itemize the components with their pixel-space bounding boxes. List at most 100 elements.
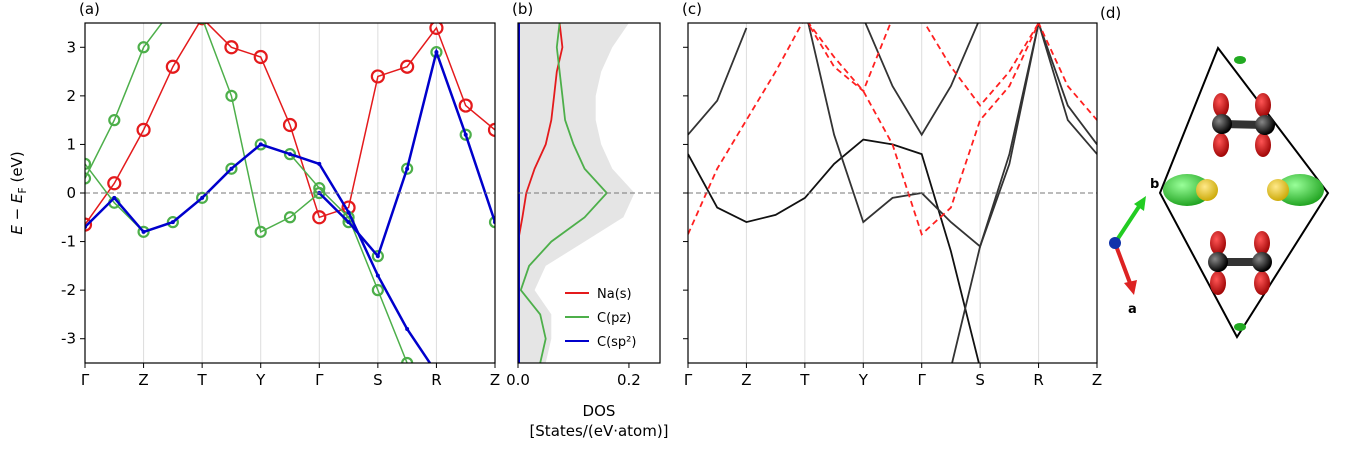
fat-band-marker bbox=[346, 220, 351, 225]
panel-label: (d) bbox=[1100, 4, 1121, 22]
x-tick-label: T bbox=[799, 371, 810, 389]
x-tick-label: Y bbox=[858, 371, 869, 389]
y-tick-label: 0 bbox=[66, 184, 76, 202]
fat-band-marker bbox=[112, 195, 117, 200]
fat-band-marker bbox=[229, 166, 234, 171]
isosurfaces bbox=[1163, 56, 1324, 331]
fat-band-marker bbox=[196, 23, 208, 26]
fat-band-marker bbox=[165, 59, 180, 74]
fat-band-marker bbox=[137, 41, 150, 54]
y-label-main: E − E bbox=[8, 193, 26, 235]
fat-band-marker bbox=[168, 3, 178, 13]
crystal-structure: (d) b a bbox=[1100, 4, 1330, 339]
x-tick-label: Z bbox=[138, 371, 148, 389]
fat-band-marker bbox=[166, 216, 179, 229]
axis-label: a bbox=[1128, 302, 1137, 317]
band-line bbox=[923, 23, 1040, 108]
x-tick-label: 0.0 bbox=[506, 371, 530, 389]
y-tick-label: -1 bbox=[61, 233, 76, 251]
x-tick-label: Z bbox=[1092, 371, 1102, 389]
panel: (a) Γ Z T Y Γ S R Z -3 -2 -1 0 1 2 3 E − EF (eV) bbox=[8, 0, 500, 389]
x-tick-label: T bbox=[197, 371, 208, 389]
axes-frame bbox=[687, 22, 1098, 364]
axis-label: b bbox=[1150, 177, 1159, 192]
fat-band-marker bbox=[85, 217, 93, 232]
x-tick-label: Γ bbox=[918, 371, 927, 389]
x-axis-label: [States/(eV·atom)] bbox=[529, 422, 668, 440]
x-tick-label: S bbox=[373, 371, 383, 389]
fat-band-marker bbox=[283, 148, 297, 161]
fat-band-marker bbox=[85, 172, 92, 185]
fat-band-marker bbox=[375, 273, 380, 278]
panel-label: (c) bbox=[682, 0, 702, 18]
fat-band-marker bbox=[282, 117, 298, 133]
fat-band-marker bbox=[463, 132, 468, 137]
plot-area bbox=[85, 3, 495, 363]
fat-band-marker bbox=[253, 49, 268, 65]
fat-band-marker bbox=[487, 122, 495, 137]
fat-band-marker bbox=[429, 23, 444, 35]
band-line bbox=[688, 23, 1097, 236]
panel-label: (b) bbox=[512, 0, 533, 18]
y-label-sub: F bbox=[16, 187, 29, 193]
fat-band-marker bbox=[107, 176, 122, 191]
fat-band-marker bbox=[459, 128, 472, 141]
y-tick-label: -2 bbox=[61, 281, 76, 299]
legend-label: C(sp²) bbox=[597, 335, 636, 350]
x-tick-label: Z bbox=[741, 371, 751, 389]
fat-band-marker bbox=[137, 225, 150, 238]
band-line bbox=[951, 23, 1097, 363]
atoms bbox=[1196, 114, 1289, 272]
fat-band-marker bbox=[141, 229, 146, 234]
fat-band-marker bbox=[370, 69, 385, 84]
fat-band-marker bbox=[254, 225, 267, 238]
band-line bbox=[205, 23, 495, 219]
band-line bbox=[85, 143, 408, 363]
fat-band-marker bbox=[225, 162, 238, 175]
fat-band-marker bbox=[312, 210, 327, 225]
band-line bbox=[688, 138, 980, 363]
y-label-unit: (eV) bbox=[8, 151, 26, 187]
x-tick-label: Γ bbox=[315, 371, 324, 389]
axes-frame bbox=[84, 22, 496, 364]
fat-band-marker bbox=[254, 138, 267, 151]
band-line bbox=[688, 27, 748, 136]
x-tick-label: Z bbox=[490, 371, 500, 389]
x-tick-label: 0.2 bbox=[617, 371, 641, 389]
fat-band-marker bbox=[225, 89, 238, 102]
x-axis-label: DOS bbox=[583, 402, 616, 420]
band-line bbox=[807, 23, 1097, 248]
x-tick-label: Y bbox=[255, 371, 266, 389]
fat-band-marker bbox=[313, 186, 326, 200]
fat-band-marker bbox=[198, 23, 206, 25]
x-tick-label: R bbox=[431, 371, 441, 389]
x-tick-label: Γ bbox=[684, 371, 693, 389]
y-tick-label: 3 bbox=[66, 38, 76, 56]
fat-band-marker bbox=[108, 114, 121, 127]
fat-band-marker bbox=[405, 166, 410, 171]
x-tick-label: Γ bbox=[81, 371, 90, 389]
fat-band-marker bbox=[488, 216, 495, 229]
fat-band-marker bbox=[136, 122, 151, 137]
fat-band-marker bbox=[401, 356, 414, 363]
legend-label: C(pz) bbox=[597, 311, 631, 326]
plot-area bbox=[688, 23, 1097, 363]
y-tick-label: -3 bbox=[61, 330, 76, 348]
y-axis-label: E − EF (eV) bbox=[8, 151, 29, 234]
fat-band-marker bbox=[405, 327, 410, 331]
band-line bbox=[85, 23, 163, 179]
fat-band-marker bbox=[170, 220, 175, 225]
fat-band-marker bbox=[196, 23, 208, 26]
y-tick-label: 2 bbox=[66, 87, 76, 105]
fat-band-marker bbox=[85, 157, 92, 170]
axes-frame bbox=[517, 22, 661, 364]
fat-band-marker bbox=[224, 40, 239, 55]
fat-band-marker bbox=[430, 46, 443, 59]
unit-cell bbox=[1158, 45, 1330, 339]
panel: (c) Γ Z T Y Γ S R Z bbox=[682, 0, 1102, 389]
axis-indicator: b a bbox=[1109, 177, 1159, 317]
fat-band-marker bbox=[258, 142, 263, 147]
band-line bbox=[864, 23, 979, 137]
fat-band-marker bbox=[283, 211, 297, 224]
